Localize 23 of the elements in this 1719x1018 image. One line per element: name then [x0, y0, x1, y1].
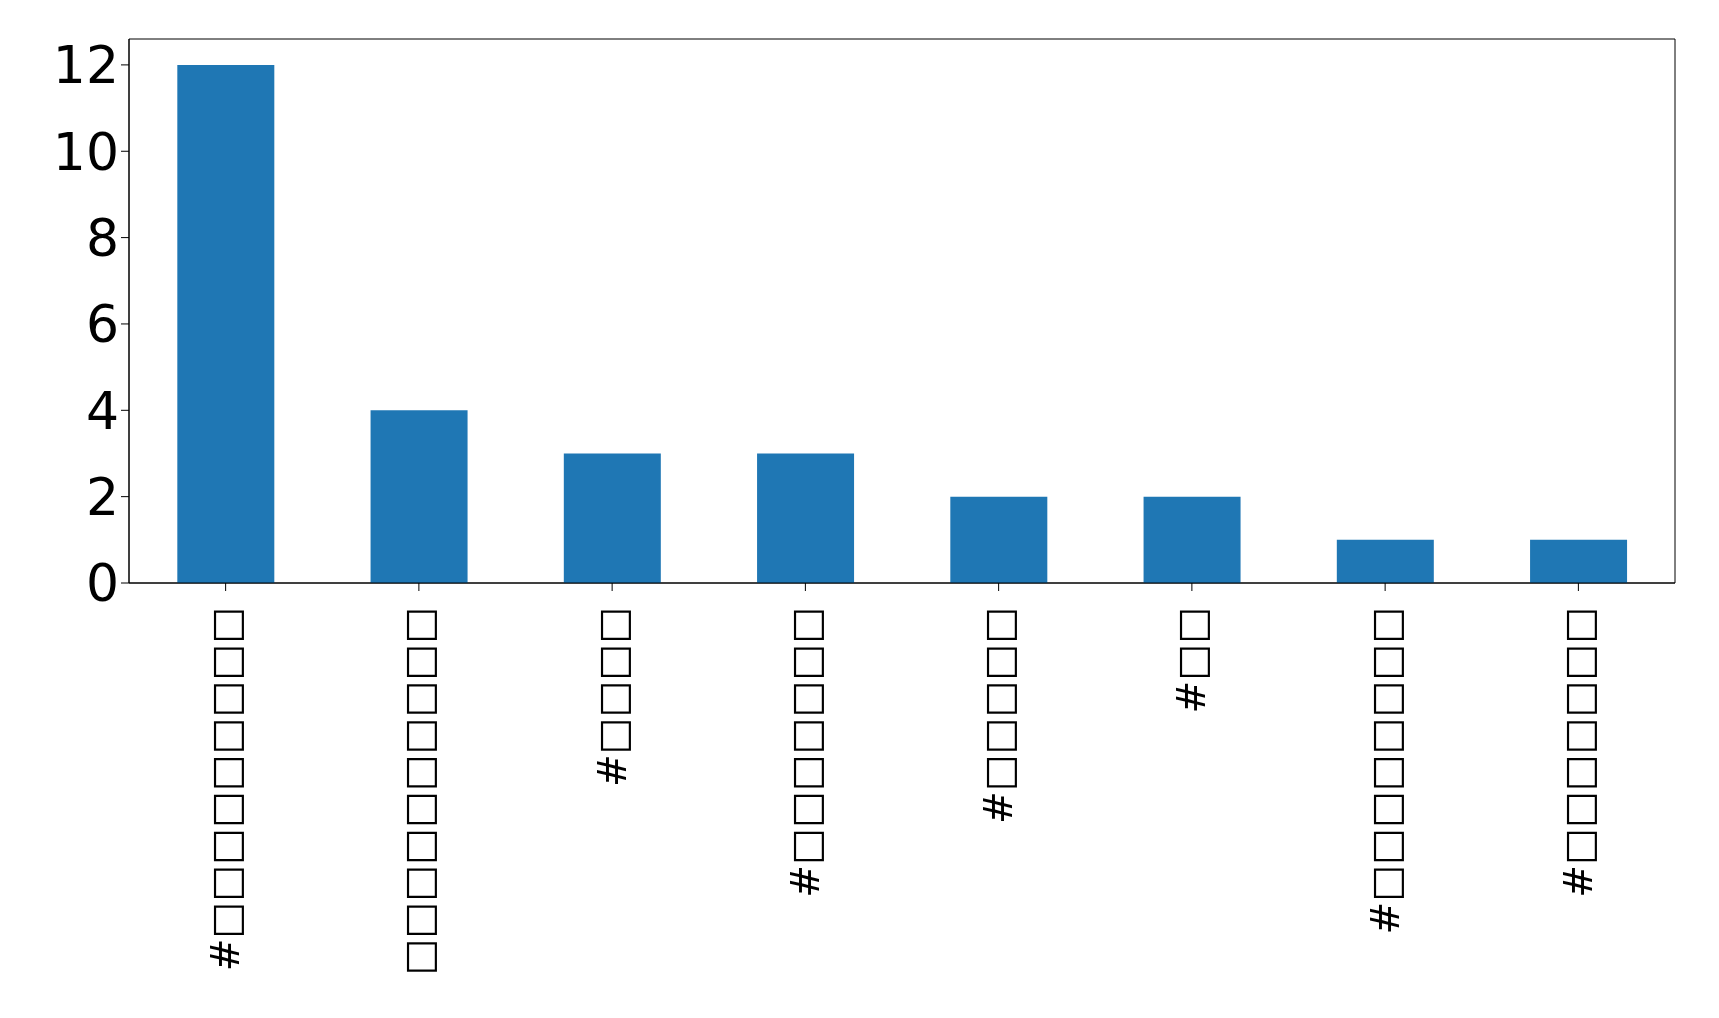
x-tick-label: #□□	[1169, 607, 1215, 714]
bar	[563, 453, 661, 583]
x-tick-label: #□□□□□□□	[1555, 607, 1601, 898]
x-tick-label: #□□□□□□□□	[1362, 607, 1408, 935]
x-tick-label: #□□□□	[589, 607, 635, 788]
y-tick-label: 2	[85, 467, 119, 528]
x-tick-label: #□□□□□□□□□	[203, 607, 249, 972]
x-tick-label: □□□□□□□□□□	[396, 607, 442, 976]
y-tick-label: 4	[85, 380, 119, 441]
bar	[1530, 539, 1628, 583]
y-tick-label: 12	[52, 35, 119, 96]
bar	[1143, 496, 1241, 583]
bar	[950, 496, 1048, 583]
y-tick-label: 8	[85, 208, 119, 269]
bar	[1336, 539, 1434, 583]
y-tick-label: 0	[85, 553, 119, 614]
x-tick-label: #□□□□□□□	[782, 607, 828, 898]
bar	[177, 64, 275, 583]
bar	[757, 453, 855, 583]
y-tick-label: 10	[52, 121, 119, 182]
y-tick-label: 6	[85, 294, 119, 355]
bar	[370, 410, 468, 583]
x-tick-label: #□□□□□	[976, 607, 1022, 824]
